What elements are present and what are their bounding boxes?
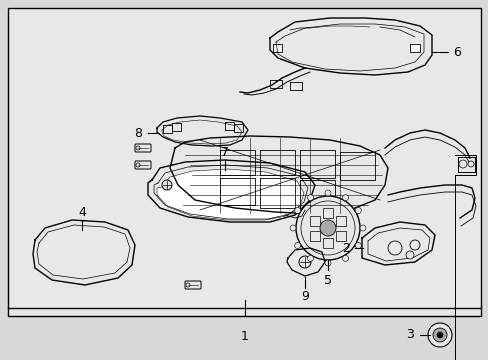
- Circle shape: [325, 260, 330, 266]
- Text: 3: 3: [405, 328, 413, 342]
- Polygon shape: [148, 160, 314, 222]
- Polygon shape: [172, 123, 181, 131]
- Circle shape: [295, 196, 359, 260]
- Bar: [335, 216, 346, 225]
- Text: 1: 1: [241, 329, 248, 342]
- Text: 4: 4: [78, 206, 86, 219]
- Circle shape: [185, 283, 190, 287]
- Circle shape: [458, 160, 466, 168]
- Polygon shape: [361, 222, 434, 265]
- Bar: [335, 230, 346, 240]
- Bar: [323, 208, 332, 218]
- Circle shape: [294, 207, 300, 213]
- Bar: [309, 230, 319, 240]
- Circle shape: [409, 240, 419, 250]
- Polygon shape: [220, 178, 254, 205]
- Polygon shape: [163, 125, 172, 133]
- Circle shape: [436, 332, 442, 338]
- Circle shape: [342, 255, 348, 261]
- Polygon shape: [269, 80, 282, 88]
- Circle shape: [405, 251, 413, 259]
- Polygon shape: [234, 124, 243, 132]
- Circle shape: [432, 328, 446, 342]
- Polygon shape: [170, 136, 387, 214]
- Polygon shape: [457, 157, 474, 172]
- Circle shape: [301, 201, 354, 255]
- Text: 6: 6: [452, 45, 460, 59]
- Polygon shape: [220, 150, 254, 175]
- Polygon shape: [224, 122, 234, 130]
- Circle shape: [307, 255, 313, 261]
- Circle shape: [359, 225, 365, 231]
- Polygon shape: [409, 44, 419, 52]
- Text: 7: 7: [221, 145, 228, 158]
- Circle shape: [136, 163, 140, 167]
- FancyBboxPatch shape: [184, 281, 201, 289]
- Circle shape: [162, 180, 172, 190]
- Circle shape: [298, 256, 310, 268]
- Circle shape: [319, 220, 335, 236]
- Polygon shape: [33, 220, 135, 285]
- Circle shape: [427, 323, 451, 347]
- Circle shape: [294, 243, 300, 248]
- Bar: [323, 238, 332, 248]
- Polygon shape: [286, 248, 325, 276]
- Circle shape: [289, 225, 295, 231]
- Text: 2: 2: [342, 242, 349, 255]
- Polygon shape: [299, 180, 334, 210]
- Circle shape: [307, 195, 313, 201]
- FancyBboxPatch shape: [135, 161, 151, 169]
- FancyBboxPatch shape: [135, 144, 151, 152]
- Bar: [309, 216, 319, 225]
- Polygon shape: [272, 44, 282, 52]
- Circle shape: [467, 161, 473, 167]
- Polygon shape: [157, 116, 247, 146]
- Polygon shape: [299, 150, 334, 178]
- Polygon shape: [339, 152, 374, 180]
- Text: 8: 8: [134, 126, 142, 140]
- Polygon shape: [289, 82, 302, 90]
- Text: 5: 5: [324, 274, 331, 287]
- Circle shape: [387, 241, 401, 255]
- Polygon shape: [269, 18, 431, 75]
- Text: 9: 9: [301, 291, 308, 303]
- Polygon shape: [157, 169, 304, 220]
- Circle shape: [136, 146, 140, 150]
- Polygon shape: [260, 178, 294, 208]
- Circle shape: [325, 190, 330, 196]
- FancyBboxPatch shape: [8, 8, 480, 316]
- Circle shape: [355, 243, 361, 248]
- Circle shape: [355, 207, 361, 213]
- Circle shape: [342, 195, 348, 201]
- Polygon shape: [260, 150, 294, 175]
